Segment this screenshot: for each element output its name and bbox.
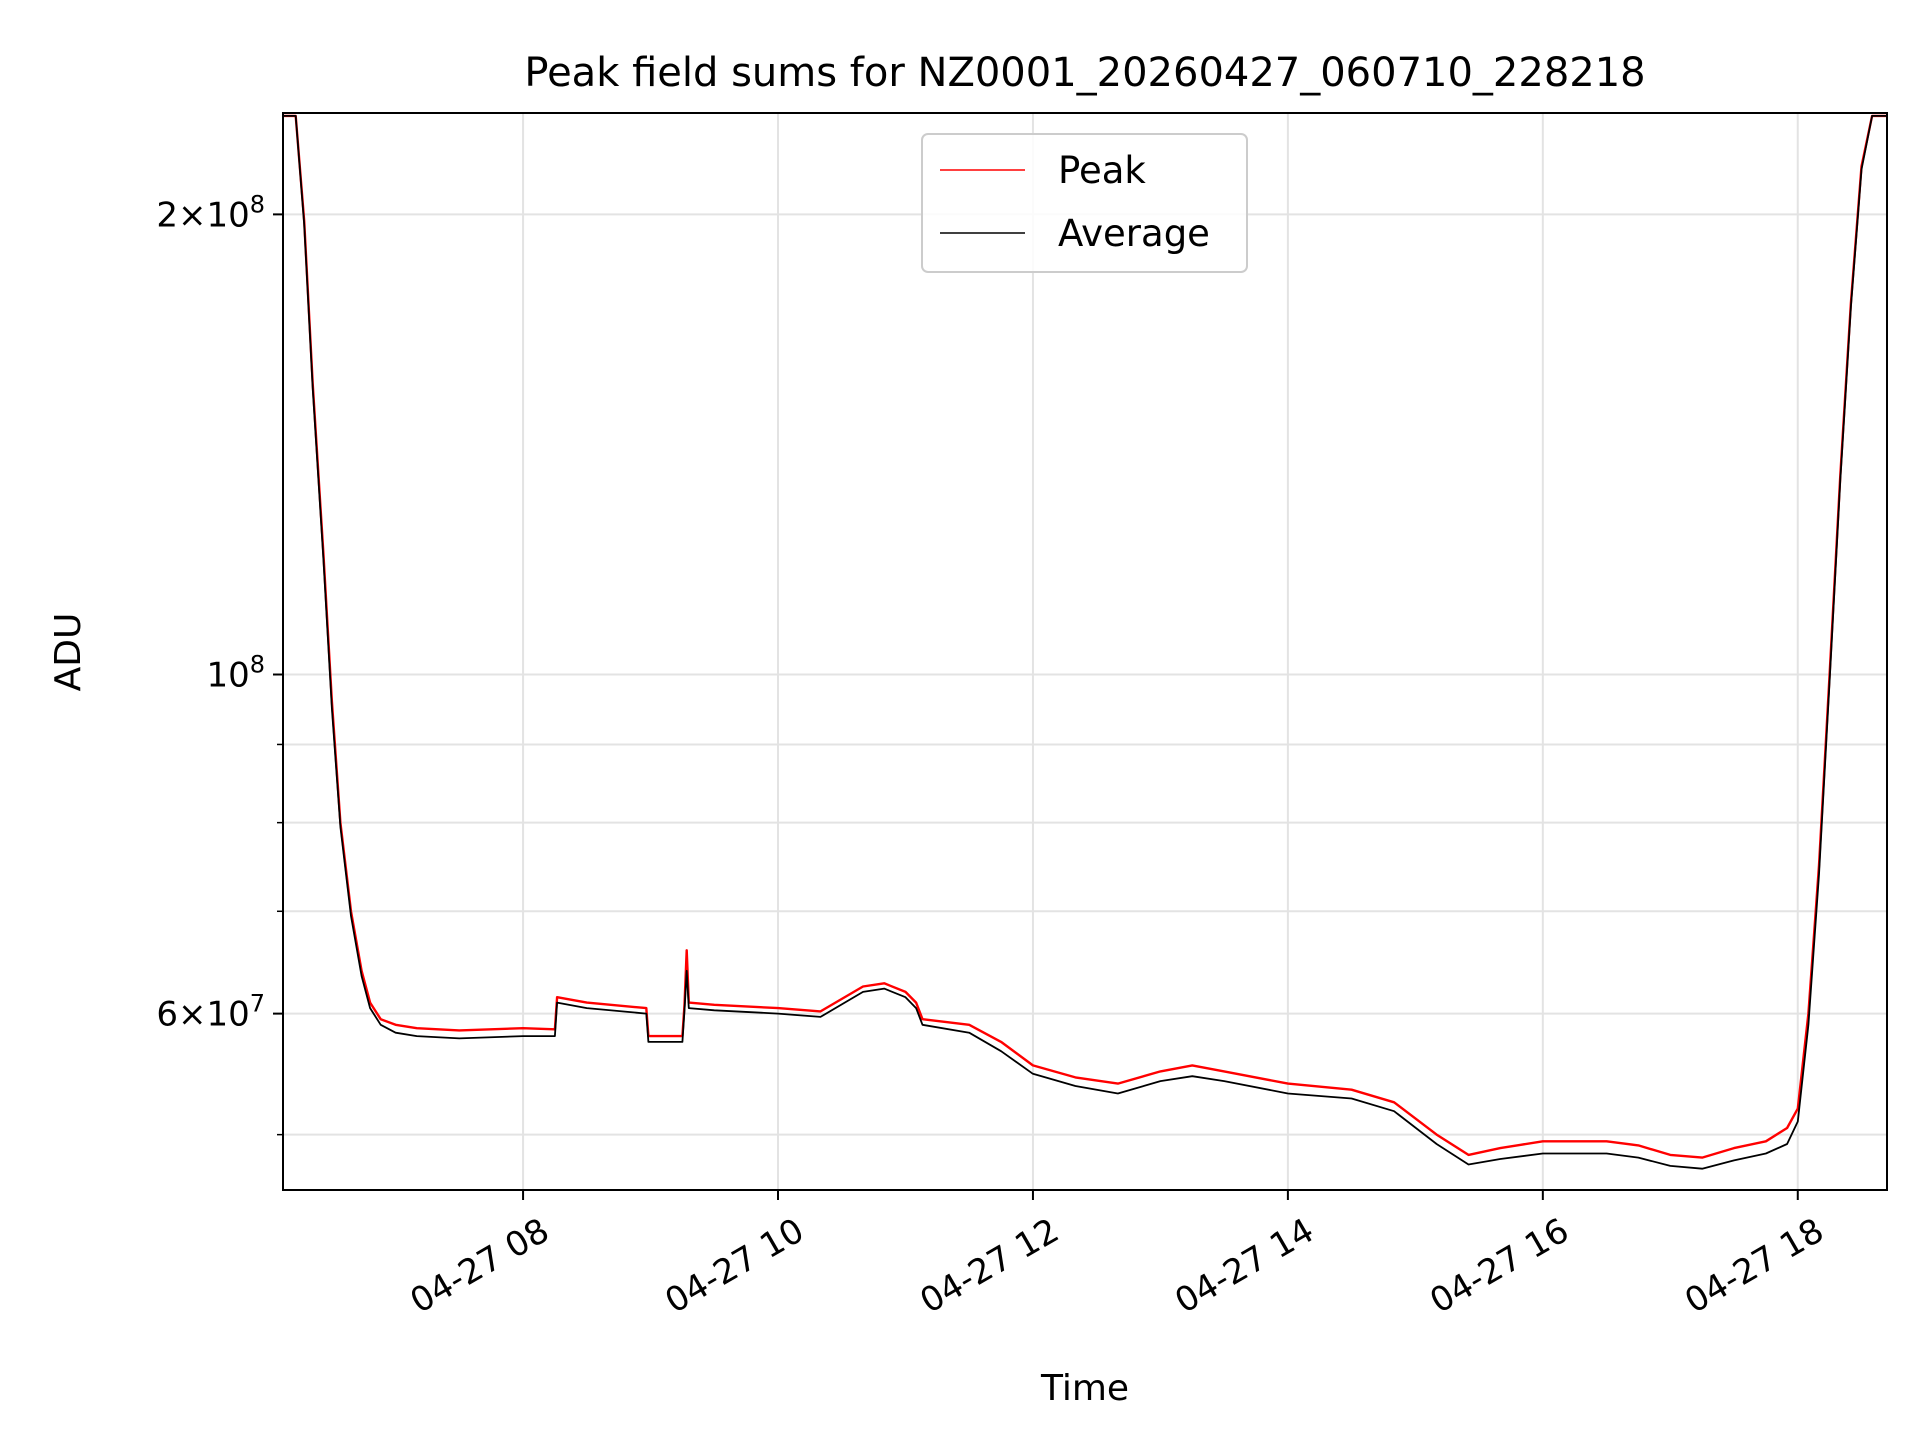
legend-label-average: Average [1058,212,1210,255]
chart-title: Peak field sums for NZ0001_20260427_0607… [524,50,1645,96]
legend-label-peak: Peak [1058,149,1146,192]
plot-area [283,114,1887,1170]
y-tick-label: 108 [206,651,265,696]
y-axis-label: ADU [48,613,89,692]
grid [283,113,1887,1190]
series-line-average [283,115,1887,1170]
legend: Peak Average [921,133,1248,273]
x-axis-label: Time [1040,1368,1129,1409]
series-line-peak [283,114,1887,1159]
axes-frame [282,112,1888,1191]
y-tick-label: 2×108 [156,190,265,235]
y-tick-label: 6×107 [156,990,265,1035]
legend-frame [921,133,1248,273]
